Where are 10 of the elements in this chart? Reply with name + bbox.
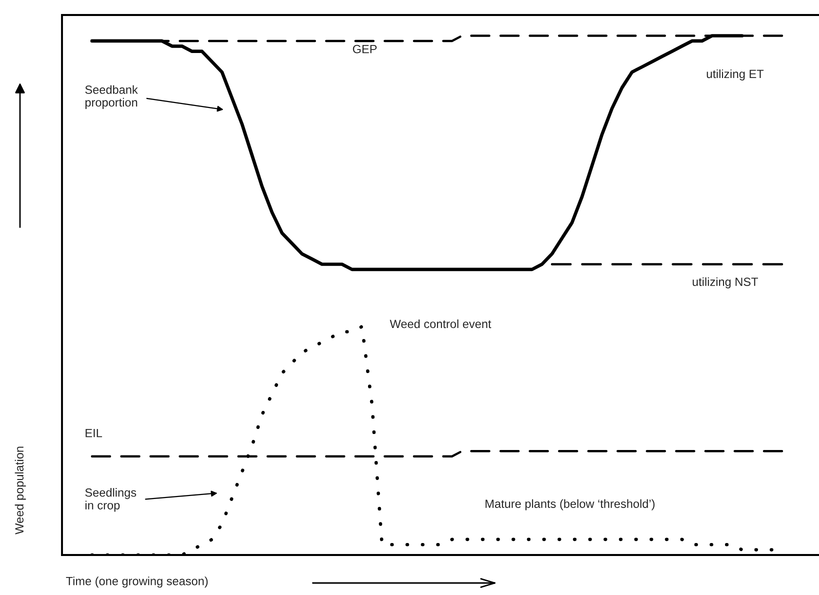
x-axis-title: Time (one growing season) bbox=[66, 576, 208, 588]
annotation: Seedlings in crop bbox=[85, 488, 136, 512]
annotation: Mature plants (below ‘threshold’) bbox=[486, 499, 655, 510]
y-axis-title: Weed population bbox=[14, 446, 26, 534]
annotation: utilizing NST bbox=[692, 277, 758, 288]
annotation: utilizing ET bbox=[706, 69, 764, 80]
annotation: EIL bbox=[86, 428, 102, 438]
annotation: Seedbank proportion bbox=[85, 85, 138, 109]
annotation: GEP bbox=[352, 44, 377, 54]
annotation: Weed control event bbox=[390, 319, 492, 328]
